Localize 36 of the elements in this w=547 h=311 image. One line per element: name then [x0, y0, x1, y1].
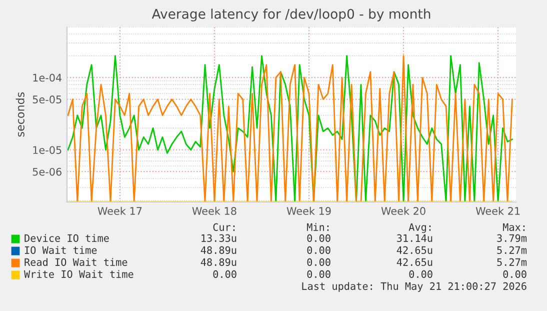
text: 0.00 [503, 270, 526, 278]
text: 42.65u [396, 258, 432, 266]
text: 31.14u [397, 234, 432, 242]
text: 42.65u [396, 246, 432, 254]
text: 5.27m [497, 246, 527, 254]
x-tick-label: Week 17 [98, 206, 142, 215]
legend-label: Device IO time [24, 234, 109, 242]
text: 13.33u [202, 234, 236, 242]
x-tick-label: Week 21 [476, 206, 520, 215]
text: 3.79m [497, 234, 527, 242]
text: 48.89u [200, 246, 236, 254]
y-tick-label: 1e-04 [33, 74, 62, 82]
y-tick-label: 5e-05 [32, 96, 62, 104]
x-tick-label: Week 19 [286, 206, 331, 215]
text: Avg: [408, 223, 431, 233]
text: 48.89u [200, 258, 236, 266]
text: 0.00 [307, 234, 330, 242]
text: 5.27m [497, 258, 527, 266]
text: 0.00 [307, 246, 330, 254]
x-tick-label: Week 20 [381, 206, 426, 215]
x-tick-label: Week 18 [192, 206, 236, 215]
y-tick-label: 5e-06 [32, 168, 62, 176]
legend-label: IO Wait time [24, 246, 97, 254]
text: 0.00 [213, 270, 236, 278]
text: Cur: [213, 223, 235, 231]
y-axis-title: seconds [16, 92, 24, 137]
text: Min: [307, 223, 329, 231]
text: 0.00 [307, 270, 330, 278]
text: Last update: Thu May 21 21:00:27 2026 [302, 282, 526, 292]
y-tick-label: 1e-05 [33, 146, 62, 154]
text: 0.00 [307, 258, 330, 266]
chart-title: Average latency for /dev/loop0 - by month [152, 8, 430, 22]
legend-label: Write IO Wait time [24, 270, 134, 278]
legend-label: Read IO Wait time [24, 258, 128, 266]
text: 0.00 [409, 270, 432, 278]
text: Max: [503, 223, 525, 231]
